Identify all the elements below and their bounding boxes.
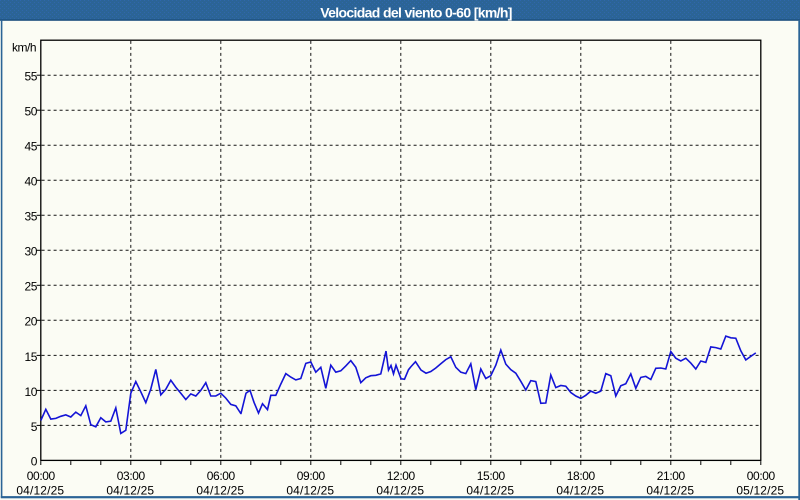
svg-text:0: 0 bbox=[31, 455, 38, 469]
svg-text:45: 45 bbox=[25, 140, 38, 154]
svg-text:12:00: 12:00 bbox=[387, 469, 416, 483]
svg-text:10: 10 bbox=[25, 385, 38, 399]
svg-text:04/12/25: 04/12/25 bbox=[646, 484, 694, 498]
svg-text:50: 50 bbox=[25, 105, 38, 119]
svg-text:25: 25 bbox=[25, 280, 38, 294]
svg-text:04/12/25: 04/12/25 bbox=[556, 484, 604, 498]
svg-text:00:00: 00:00 bbox=[27, 469, 56, 483]
svg-text:Velocidad del viento 0-60 [km/: Velocidad del viento 0-60 [km/h] bbox=[320, 4, 512, 20]
svg-text:5: 5 bbox=[31, 420, 38, 434]
svg-text:00:00: 00:00 bbox=[747, 469, 776, 483]
svg-text:04/12/25: 04/12/25 bbox=[376, 484, 424, 498]
svg-text:21:00: 21:00 bbox=[657, 469, 686, 483]
svg-text:40: 40 bbox=[25, 175, 38, 189]
svg-text:05/12/25: 05/12/25 bbox=[736, 484, 784, 498]
svg-text:15: 15 bbox=[25, 350, 38, 364]
svg-text:35: 35 bbox=[25, 210, 38, 224]
svg-text:20: 20 bbox=[25, 315, 38, 329]
svg-text:04/12/25: 04/12/25 bbox=[106, 484, 154, 498]
svg-text:04/12/25: 04/12/25 bbox=[16, 484, 64, 498]
svg-text:06:00: 06:00 bbox=[207, 469, 236, 483]
svg-text:km/h: km/h bbox=[12, 41, 36, 55]
svg-text:04/12/25: 04/12/25 bbox=[196, 484, 244, 498]
svg-text:30: 30 bbox=[25, 245, 38, 259]
svg-text:04/12/25: 04/12/25 bbox=[466, 484, 514, 498]
svg-text:09:00: 09:00 bbox=[297, 469, 326, 483]
svg-text:03:00: 03:00 bbox=[117, 469, 146, 483]
svg-text:04/12/25: 04/12/25 bbox=[286, 484, 334, 498]
svg-text:18:00: 18:00 bbox=[567, 469, 596, 483]
svg-text:55: 55 bbox=[25, 70, 38, 84]
svg-text:15:00: 15:00 bbox=[477, 469, 506, 483]
